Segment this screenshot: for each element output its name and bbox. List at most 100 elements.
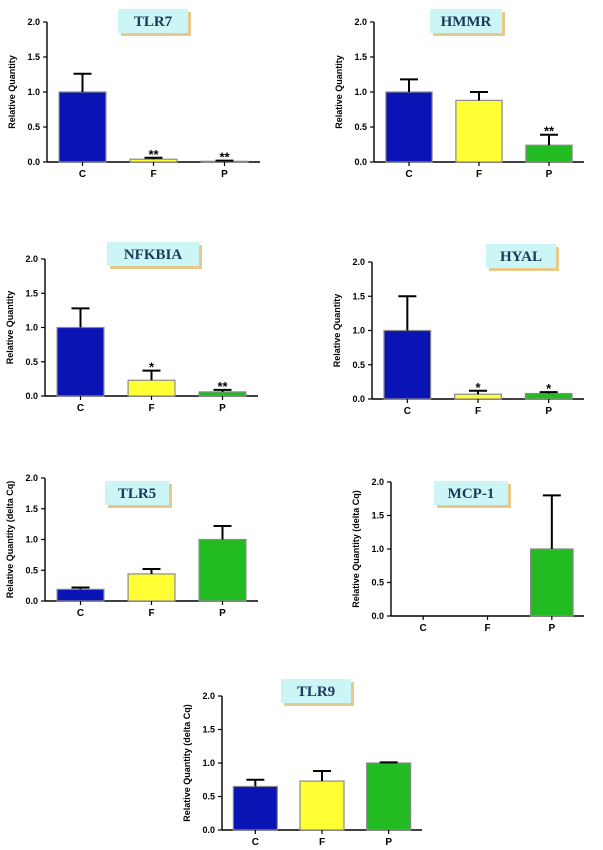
significance-mark: **: [219, 150, 230, 165]
bar-F: [454, 393, 502, 400]
x-tick-label: C: [405, 169, 412, 180]
x-tick-label: F: [148, 403, 154, 414]
bar-F: [455, 99, 503, 163]
y-tick-label: 0.5: [354, 122, 367, 132]
bar-C: [385, 91, 433, 163]
y-tick-label: 1.0: [202, 758, 215, 768]
y-tick-label: 1.0: [27, 87, 40, 97]
y-tick-label: 1.5: [27, 52, 40, 62]
y-tick-label: 1.0: [371, 544, 384, 554]
y-tick-label: 0.0: [352, 394, 365, 404]
y-tick-label: 1.5: [352, 291, 365, 301]
x-tick-label: F: [476, 169, 482, 180]
x-tick-label: P: [221, 169, 228, 180]
x-tick-label: P: [385, 837, 392, 848]
chart-title: TLR5: [118, 486, 156, 502]
y-tick-label: 1.5: [202, 725, 215, 735]
x-tick-label: C: [79, 169, 86, 180]
y-tick-label: 2.0: [25, 254, 38, 264]
y-tick-label: 0.0: [27, 157, 40, 167]
bar-F: [127, 573, 176, 602]
significance-mark: *: [149, 360, 155, 375]
bar-P: [198, 538, 247, 602]
y-tick-label: 0.5: [27, 122, 40, 132]
y-tick-label: 1.0: [25, 535, 38, 545]
x-tick-label: P: [219, 403, 226, 414]
y-tick-label: 0.0: [25, 596, 38, 606]
y-axis-label: Relative Quantity: [334, 55, 344, 129]
y-tick-label: 0.5: [202, 792, 215, 802]
bar-P: [366, 762, 412, 831]
y-tick-label: 2.0: [25, 473, 38, 483]
y-tick-label: 1.5: [354, 52, 367, 62]
x-tick-label: F: [148, 608, 154, 619]
significance-mark: **: [544, 124, 555, 139]
chart-title-box: [281, 679, 351, 703]
x-tick-label: C: [420, 623, 427, 634]
bar-C: [232, 785, 278, 831]
bar-C: [56, 588, 105, 602]
y-tick-label: 2.0: [202, 691, 215, 701]
y-tick-label: 0.0: [354, 157, 367, 167]
chart-title: HYAL: [500, 249, 542, 265]
x-tick-label: P: [219, 608, 226, 619]
y-axis-label: Relative Quantity (delta Cq): [351, 490, 361, 608]
x-tick-label: P: [545, 406, 552, 417]
chart-title-box: [105, 481, 169, 505]
y-tick-label: 1.0: [25, 323, 38, 333]
y-tick-label: 1.0: [354, 87, 367, 97]
x-tick-label: C: [252, 837, 259, 848]
y-tick-label: 0.0: [25, 391, 38, 401]
y-tick-label: 1.5: [25, 504, 38, 514]
bar-C: [383, 329, 432, 400]
bar-P: [525, 144, 573, 163]
bar-P: [530, 548, 574, 617]
y-axis-label: Relative Quantity: [5, 291, 15, 365]
bar-F: [299, 780, 345, 831]
y-tick-label: 0.5: [371, 578, 384, 588]
y-tick-label: 1.5: [25, 288, 38, 298]
chart-title-box: [430, 9, 502, 33]
y-tick-label: 2.0: [354, 17, 367, 27]
chart-title-box: [107, 242, 199, 266]
y-tick-label: 2.0: [371, 477, 384, 487]
chart-title: TLR7: [134, 14, 173, 30]
x-tick-label: F: [150, 169, 156, 180]
y-tick-label: 2.0: [352, 257, 365, 267]
chart-title: HMMR: [441, 14, 492, 30]
y-axis-label: Relative Quantity (delta Cq): [5, 481, 15, 599]
y-tick-label: 1.5: [371, 511, 384, 521]
chart-title: TLR9: [297, 684, 335, 700]
y-tick-label: 0.0: [371, 611, 384, 621]
y-axis-label: Relative Quantity (delta Cq): [182, 704, 192, 822]
chart-title-box: [434, 481, 508, 505]
bar-C: [58, 91, 107, 163]
x-tick-label: C: [77, 608, 84, 619]
chart-title-box: [118, 9, 188, 33]
x-tick-label: F: [475, 406, 481, 417]
chart-title: NFKBIA: [124, 247, 183, 263]
y-tick-label: 2.0: [27, 17, 40, 27]
y-tick-label: 0.5: [25, 565, 38, 575]
x-tick-label: P: [546, 169, 553, 180]
bar-F: [127, 379, 176, 397]
chart-title: MCP-1: [448, 486, 495, 502]
significance-mark: **: [148, 147, 159, 162]
y-tick-label: 0.5: [25, 357, 38, 367]
y-axis-label: Relative Quantity: [7, 55, 17, 129]
x-tick-label: C: [77, 403, 84, 414]
y-tick-label: 0.0: [202, 825, 215, 835]
y-axis-label: Relative Quantity: [332, 294, 342, 368]
significance-mark: *: [546, 381, 552, 396]
x-tick-label: F: [484, 623, 490, 634]
x-tick-label: P: [548, 623, 555, 634]
y-tick-label: 0.5: [352, 360, 365, 370]
significance-mark: **: [217, 379, 228, 394]
x-tick-label: F: [319, 837, 325, 848]
chart-title-box: [486, 244, 556, 268]
significance-mark: *: [475, 380, 481, 395]
bar-C: [56, 326, 105, 397]
y-tick-label: 1.0: [352, 326, 365, 336]
x-tick-label: C: [404, 406, 411, 417]
